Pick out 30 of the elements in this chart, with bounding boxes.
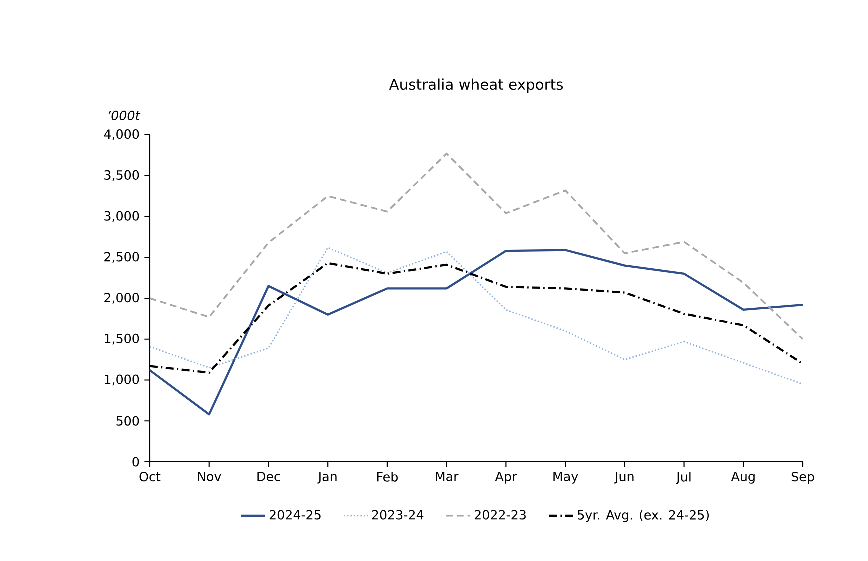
x-tick-label: Aug [731, 472, 755, 484]
y-tick-label: 3,500 [104, 170, 140, 182]
x-tick-label: Sep [792, 472, 814, 484]
y-tick-label: 0 [132, 457, 140, 467]
x-tick-label: Oct [140, 472, 161, 482]
legend-label: 2022-23 [474, 510, 526, 520]
x-tick-label: Jan [318, 472, 337, 484]
y-tick-label: 1,000 [105, 374, 140, 386]
y-tick-label: 2,500 [104, 252, 140, 264]
y-tick-label: 2,000 [104, 293, 140, 304]
x-tick-label: Mar [436, 472, 459, 482]
line-series [148, 249, 804, 416]
x-tick-label: Nov [198, 472, 222, 482]
legend-label: 5yr. Avg. (ex. 24-25) [578, 510, 710, 522]
y-axis-title: ’000t [108, 110, 141, 120]
y-tick-label: 500 [116, 416, 140, 426]
y-tick-label: 1,500 [105, 334, 140, 345]
line-series [149, 152, 804, 340]
legend-label: 2024-25 [270, 510, 321, 520]
legend-label: 2023-24 [372, 510, 424, 520]
y-tick-label: 3,000 [104, 211, 140, 222]
x-tick-label: Dec [258, 472, 280, 482]
x-tick-label: Apr [495, 472, 518, 484]
line-series [149, 247, 804, 386]
x-tick-label: Jul [676, 472, 691, 484]
x-tick-label: Jun [614, 472, 634, 484]
chart-title: Australia wheat exports [389, 78, 564, 93]
x-tick-label: May [554, 472, 578, 484]
y-tick-label: 4,000 [104, 130, 140, 140]
x-tick-label: Feb [377, 472, 398, 482]
